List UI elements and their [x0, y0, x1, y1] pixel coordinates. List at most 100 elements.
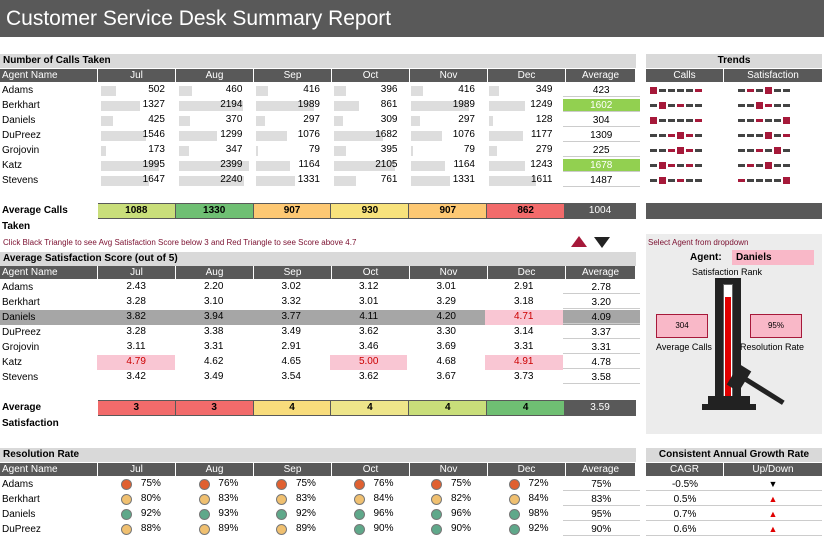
resolution-cell: 96% — [330, 507, 408, 522]
calls-cell: 1164 — [407, 158, 485, 173]
calls-sparkline — [646, 98, 724, 113]
month-header: Oct — [332, 463, 410, 476]
calls-cell: 128 — [485, 113, 563, 128]
satisfaction-value: 3.14 — [514, 326, 534, 337]
agent-dropdown[interactable]: Daniels — [732, 250, 814, 265]
spark-mark — [650, 149, 657, 152]
calls-data-bar — [101, 116, 114, 126]
resolution-cell: 75% — [97, 477, 175, 492]
calls-data-bar — [178, 116, 190, 126]
calls-cell: 2399 — [175, 158, 253, 173]
satisfaction-value: 3.29 — [436, 296, 456, 307]
satisfaction-value: 4.71 — [514, 311, 534, 322]
growth-row: 0.7% ▲ — [646, 507, 822, 522]
calls-cell: 1327 — [97, 98, 175, 113]
trends-row — [646, 143, 822, 158]
status-circle-icon — [353, 509, 365, 520]
resolution-row: DuPreez 88% 89% 89% 90% 90% 92% 90% — [0, 522, 641, 537]
spark-mark — [650, 117, 657, 124]
calls-data-bar — [411, 161, 446, 171]
trends-header: Calls Satisfaction — [646, 69, 822, 82]
spark-mark — [747, 179, 754, 182]
spark-mark — [668, 119, 675, 122]
calls-sparkline — [646, 143, 724, 158]
month-header: Dec — [488, 463, 566, 476]
growth-title: Consistent Annual Growth Rate — [646, 448, 822, 462]
spark-mark — [686, 134, 693, 137]
black-triangle-button[interactable] — [594, 237, 610, 248]
agent-name: Grojovin — [2, 342, 40, 353]
calls-data-bar — [411, 146, 414, 156]
arrow-up-icon: ▲ — [724, 523, 822, 536]
resolution-row: Adams 75% 76% 75% 76% 75% 72% 75% — [0, 477, 641, 492]
calls-data-bar — [488, 161, 525, 171]
calls-summary-label: Average Calls Taken — [0, 203, 98, 232]
status-circle-icon — [121, 509, 133, 520]
status-circle-icon — [431, 494, 443, 505]
red-triangle-button[interactable] — [571, 236, 587, 247]
cagr-header: CAGR — [646, 463, 724, 476]
calls-data-bar — [333, 116, 343, 126]
satisfaction-cell: 3.69 — [407, 340, 485, 355]
satisfaction-cell: 3.77 — [252, 310, 330, 325]
spark-mark — [668, 164, 675, 167]
average-header: Average — [566, 463, 636, 476]
satisfaction-value: 3.62 — [358, 326, 379, 337]
spark-mark — [677, 132, 684, 139]
agent-name: Daniels — [2, 509, 36, 520]
resolution-cell: 84% — [485, 492, 563, 507]
spark-mark — [774, 104, 781, 107]
calls-value: 1243 — [530, 159, 553, 170]
month-header: Sep — [254, 69, 332, 82]
satisfaction-average: 3.31 — [562, 341, 641, 354]
spark-mark — [765, 179, 772, 182]
calls-data-bar — [178, 101, 243, 111]
calls-cell: 502 — [97, 83, 175, 98]
summary-cell: 4 — [253, 401, 331, 415]
satisfaction-sparkline — [724, 83, 822, 98]
spark-mark — [650, 164, 657, 167]
satisfaction-value: 3.18 — [514, 296, 534, 307]
agent-name: Adams — [2, 479, 34, 490]
status-circle-icon — [508, 524, 520, 535]
spark-mark — [650, 87, 657, 94]
spark-mark — [686, 179, 693, 182]
resolution-cell: 90% — [407, 522, 485, 537]
resolution-cell: 96% — [407, 507, 485, 522]
calls-cell: 279 — [485, 143, 563, 158]
spark-mark — [668, 149, 675, 152]
spark-mark — [677, 179, 684, 182]
status-circle-icon — [198, 509, 210, 520]
trends-satisfaction-header: Satisfaction — [747, 70, 799, 81]
satisfaction-cell: 4.65 — [252, 355, 330, 370]
summary-average: 3.59 — [565, 401, 635, 415]
resolution-value: 88% — [140, 523, 161, 534]
calls-value: 1164 — [298, 159, 320, 170]
calls-value: 1611 — [530, 174, 553, 185]
trends-row — [646, 128, 822, 143]
satisfaction-row: Katz 4.79 4.62 4.65 5.00 4.68 4.91 4.78 — [0, 355, 641, 370]
arrow-up-icon: ▲ — [724, 493, 822, 506]
status-circle-icon — [276, 524, 288, 535]
agent-name: Berkhart — [2, 100, 40, 111]
spark-mark — [659, 102, 666, 109]
satisfaction-row-selected: Daniels 3.82 3.94 3.77 4.11 4.20 4.71 4.09 — [0, 310, 641, 325]
growth-row: 0.6% ▲ — [646, 522, 822, 537]
spark-mark — [738, 89, 745, 92]
calls-data-bar — [333, 86, 346, 96]
summary-cell: 4 — [409, 401, 487, 415]
updown-header: Up/Down — [752, 464, 794, 475]
resolution-value: 75% — [450, 478, 471, 489]
satisfaction-value: 3.12 — [358, 281, 379, 292]
trends-row — [646, 98, 822, 113]
calls-value: 396 — [380, 84, 398, 95]
satisfaction-average: 3.37 — [562, 326, 641, 339]
calls-cell: 79 — [252, 143, 330, 158]
calls-value: 297 — [458, 114, 475, 125]
satisfaction-cell: 3.38 — [175, 325, 253, 340]
calls-cell: 2240 — [175, 173, 253, 188]
resolution-cell: 92% — [252, 507, 330, 522]
calls-data-bar — [488, 131, 523, 141]
arrow-up-icon: ▲ — [724, 508, 822, 521]
month-header: Aug — [176, 463, 254, 476]
